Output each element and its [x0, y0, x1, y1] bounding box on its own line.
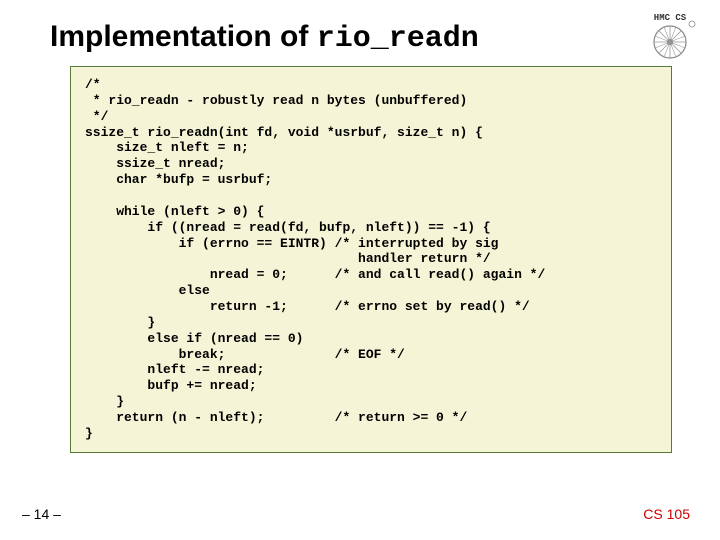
code-block: /* * rio_readn - robustly read n bytes (…: [70, 66, 672, 453]
page-title: Implementation of rio_readn: [50, 20, 680, 56]
title-prefix: Implementation of: [50, 20, 317, 53]
svg-text:HMC CS: HMC CS: [654, 13, 687, 23]
slide: HMC CS Implementation of rio_readn /* * …: [0, 0, 720, 540]
hmc-cs-logo: HMC CS: [640, 8, 700, 63]
course-label: CS 105: [643, 506, 690, 522]
title-mono: rio_readn: [317, 22, 479, 56]
slide-number: – 14 –: [22, 506, 61, 522]
